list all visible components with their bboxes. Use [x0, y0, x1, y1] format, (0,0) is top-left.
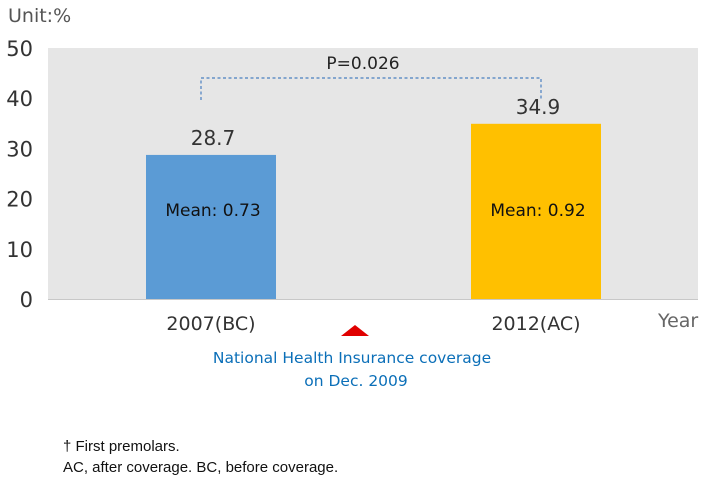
bar-1	[471, 123, 601, 299]
bar-mean-label: Mean: 0.73	[165, 201, 260, 221]
y-tick-label: 40	[6, 87, 33, 111]
x-category-label: 2012(AC)	[491, 313, 580, 335]
bar-value-label: 34.9	[516, 95, 561, 119]
unit-label: Unit:%	[8, 5, 71, 27]
coverage-annotation-line1: National Health Insurance coverage	[213, 349, 491, 367]
y-tick-label: 10	[6, 238, 33, 262]
bar-value-label: 28.7	[191, 126, 236, 150]
x-axis-title: Year	[657, 310, 698, 332]
footnote-abbreviations: AC, after coverage. BC, before coverage.	[63, 459, 339, 476]
y-tick-label: 20	[6, 188, 33, 212]
coverage-marker-triangle	[341, 325, 369, 336]
x-category-label: 2007(BC)	[166, 313, 255, 335]
footnote-first-premolars: † First premolars.	[63, 438, 180, 455]
coverage-annotation-line2: on Dec. 2009	[304, 372, 408, 390]
significance-label: P=0.026	[326, 54, 399, 74]
bar-0	[146, 154, 276, 299]
y-tick-label: 0	[20, 288, 33, 312]
bar-mean-label: Mean: 0.92	[490, 201, 585, 221]
significance-bracket	[200, 77, 542, 100]
y-tick-label: 50	[6, 37, 33, 61]
y-tick-label: 30	[6, 137, 33, 161]
